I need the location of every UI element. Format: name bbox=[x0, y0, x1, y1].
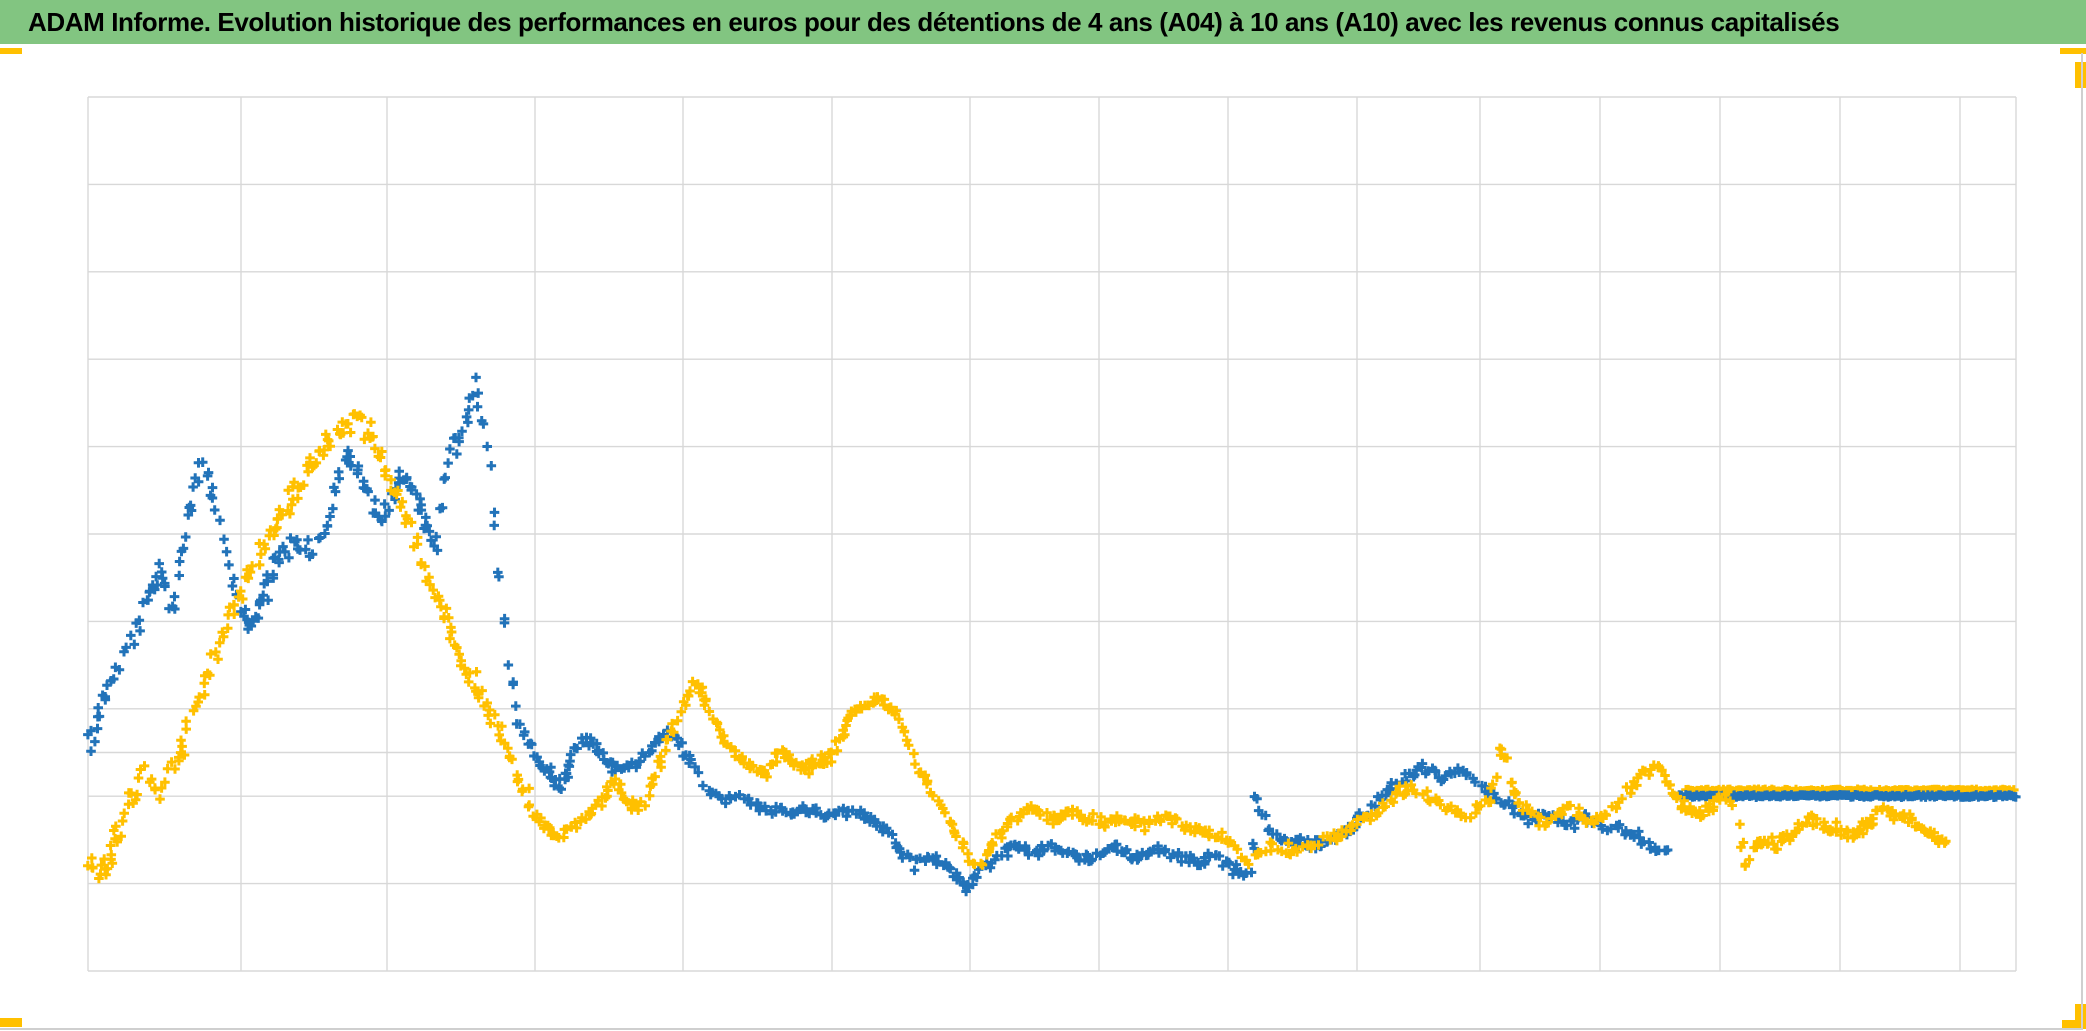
selection-handle-bottom-right-v bbox=[2075, 1004, 2086, 1024]
sheet-edge-bottom bbox=[0, 1028, 2082, 1030]
chart-title: ADAM Informe. Evolution historique des p… bbox=[28, 6, 1840, 37]
chart-title-bar: ADAM Informe. Evolution historique des p… bbox=[0, 0, 2086, 44]
selection-handle-bottom-right-h bbox=[2062, 1020, 2086, 1029]
selection-handle-bottom-left bbox=[0, 1018, 22, 1027]
sheet-edge-right bbox=[2081, 53, 2083, 1030]
selection-handle-top-right-h bbox=[2060, 48, 2086, 54]
selection-handle-top-left bbox=[0, 48, 22, 54]
selection-handle-top-right-v bbox=[2075, 62, 2086, 88]
worksheet-area bbox=[0, 44, 2086, 1031]
